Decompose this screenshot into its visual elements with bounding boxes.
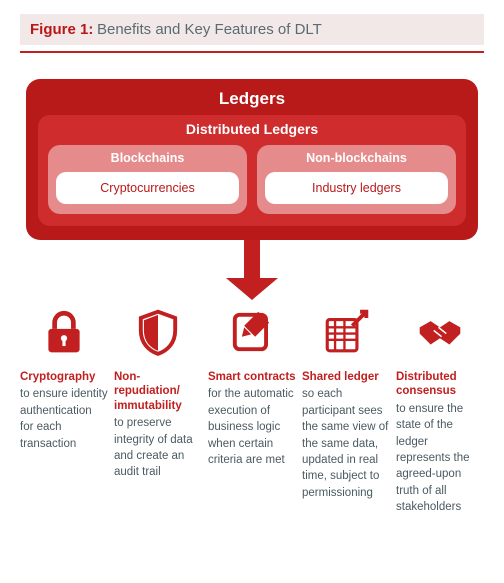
feature-contract: Smart contracts for the automatic execut… — [208, 304, 296, 514]
feature-shield: Non-repudiation/ immutability to preserv… — [114, 304, 202, 514]
taxonomy-branch: Non-blockchains Industry ledgers — [257, 145, 456, 214]
features-row: Cryptography to ensure identity authenti… — [20, 304, 484, 514]
feature-desc: to preserve integrity of data and create… — [114, 417, 193, 478]
branch-leaf: Cryptocurrencies — [56, 172, 239, 204]
figure-title-bar: Figure 1: Benefits and Key Features of D… — [20, 14, 484, 45]
taxonomy-level2: Distributed Ledgers — [48, 121, 456, 137]
branch-name: Non-blockchains — [265, 151, 448, 165]
lock-icon — [20, 304, 108, 360]
arrow-down — [20, 240, 484, 298]
feature-title: Smart contracts — [208, 370, 296, 384]
branch-leaf: Industry ledgers — [265, 172, 448, 204]
branch-name: Blockchains — [56, 151, 239, 165]
feature-desc: so each participant sees the same view o… — [302, 388, 388, 498]
ledger-icon — [302, 304, 390, 360]
taxonomy-level2-box: Distributed Ledgers Blockchains Cryptocu… — [38, 115, 466, 226]
feature-desc: to ensure the state of the ledger repres… — [396, 403, 470, 513]
feature-title: Cryptography — [20, 370, 108, 384]
figure-rule — [20, 51, 484, 53]
feature-title: Shared ledger — [302, 370, 390, 384]
feature-title: Distributed consensus — [396, 370, 484, 399]
taxonomy-panel: Ledgers Distributed Ledgers Blockchains … — [26, 79, 478, 240]
taxonomy-root: Ledgers — [38, 89, 466, 109]
figure-label: Figure 1: — [30, 21, 93, 38]
feature-title: Non-repudiation/ immutability — [114, 370, 202, 413]
shield-icon — [114, 304, 202, 360]
taxonomy-branch: Blockchains Cryptocurrencies — [48, 145, 247, 214]
feature-desc: for the automatic execution of business … — [208, 388, 294, 466]
handshake-icon — [396, 304, 484, 360]
feature-ledger: Shared ledger so each participant sees t… — [302, 304, 390, 514]
figure-title: Benefits and Key Features of DLT — [97, 21, 322, 38]
feature-lock: Cryptography to ensure identity authenti… — [20, 304, 108, 514]
feature-desc: to ensure identity authentication for ea… — [20, 388, 108, 449]
contract-icon — [208, 304, 296, 360]
feature-handshake: Distributed consensus to ensure the stat… — [396, 304, 484, 514]
